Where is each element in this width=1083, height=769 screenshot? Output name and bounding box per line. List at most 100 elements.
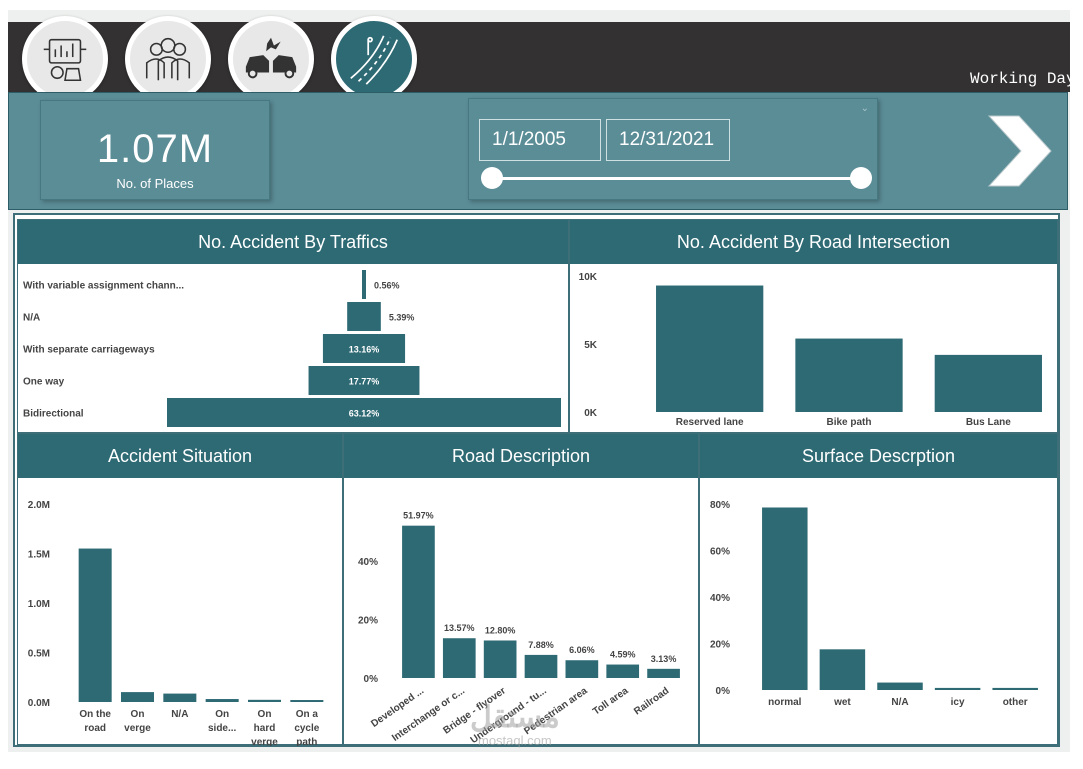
kpi-card-places: 1.07M No. of Places xyxy=(40,100,270,200)
funnel-bar xyxy=(167,398,561,427)
funnel-bar xyxy=(308,366,420,395)
bar xyxy=(483,640,517,678)
traffics-funnel-chart: With variable assignment chann... 0.56% N/… xyxy=(23,270,561,427)
y-tick-label: 60% xyxy=(710,547,730,558)
data-label: 63.12% xyxy=(349,409,380,419)
x-tick-label: Bus Lane xyxy=(966,417,1011,428)
category-label: N/A xyxy=(23,313,40,324)
date-slider-end-handle[interactable] xyxy=(850,167,872,189)
y-tick-label: 0.5M xyxy=(28,649,50,660)
panel-accident-situation: Accident Situation 2.0M 1.5M 1.0M 0.5M 0.0M O… xyxy=(17,433,343,746)
date-slider-start-handle[interactable] xyxy=(481,167,503,189)
chevron-down-icon[interactable]: ⌄ xyxy=(860,103,869,114)
y-tick-label: 20% xyxy=(710,640,730,651)
y-tick-label: 80% xyxy=(710,500,730,511)
y-tick-label: 10K xyxy=(579,272,598,283)
bar xyxy=(78,548,112,702)
funnel-bar xyxy=(362,270,366,299)
bar xyxy=(934,687,981,690)
bar xyxy=(762,507,808,690)
category-label: Bidirectional xyxy=(23,409,84,420)
data-label: 0.56% xyxy=(374,281,400,291)
bar xyxy=(819,649,866,690)
working-day-label: Working Day xyxy=(970,70,1076,88)
panel-road-description: Road Description 40% 20% 0% 51.97% Developed… xyxy=(343,433,699,746)
bar xyxy=(795,338,903,412)
surface-description-bar-chart: 80% 60% 40% 20% 0% normal wet N/A icy other xyxy=(710,500,1038,708)
category-label: With separate carriageways xyxy=(23,345,155,356)
data-label: 4.59% xyxy=(610,650,636,660)
category-label: With variable assignment chann... xyxy=(23,281,184,292)
bar xyxy=(442,638,476,678)
start-date-input[interactable]: 1/1/2005 xyxy=(479,119,601,161)
category-label: One way xyxy=(23,377,65,388)
charts-area: No. Accident By Traffics With variable a… xyxy=(13,213,1060,747)
panel-accident-by-road-intersection: No. Accident By Road Intersection 10K 5K 0… xyxy=(569,219,1058,433)
y-tick-label: 2.0M xyxy=(28,500,50,511)
y-tick-label: 0% xyxy=(364,674,379,685)
x-tick-label: N/A xyxy=(891,697,908,708)
x-tick-label: other xyxy=(1003,697,1028,708)
y-tick-label: 0K xyxy=(584,408,598,419)
chart-title: No. Accident By Traffics xyxy=(18,220,568,264)
x-tick-label: N/A xyxy=(171,709,188,720)
y-tick-label: 1.0M xyxy=(28,599,50,610)
bar xyxy=(290,700,324,702)
y-tick-label: 40% xyxy=(710,593,730,604)
data-label: 6.06% xyxy=(569,645,595,655)
bar xyxy=(402,525,435,678)
x-tick-label: On the road xyxy=(79,709,111,734)
next-page-arrow-icon[interactable] xyxy=(985,112,1055,190)
date-range-slicer: ⌄ 1/1/2005 12/31/2021 xyxy=(468,98,878,200)
road-intersection-bar-chart: 10K 5K 0K Reserved lane Bike path Bus Lane xyxy=(579,272,1042,428)
chart-title: No. Accident By Road Intersection xyxy=(570,220,1057,264)
dashboard-panel-icon[interactable] xyxy=(22,16,108,102)
x-tick-label: On a cycle path xyxy=(294,709,319,746)
bar xyxy=(656,285,764,412)
x-tick-label: icy xyxy=(951,697,965,708)
bar xyxy=(606,664,640,678)
bar xyxy=(647,668,680,678)
x-tick-label: normal xyxy=(768,697,802,708)
y-tick-label: 20% xyxy=(358,615,378,626)
x-tick-label: Railroad xyxy=(632,685,671,717)
y-tick-label: 5K xyxy=(584,340,598,351)
bar xyxy=(565,660,599,678)
people-group-icon[interactable] xyxy=(125,16,211,102)
end-date-input[interactable]: 12/31/2021 xyxy=(606,119,730,161)
bar xyxy=(992,687,1038,690)
panel-accident-by-traffics: No. Accident By Traffics With variable a… xyxy=(17,219,569,433)
bar xyxy=(205,699,239,702)
x-tick-label: wet xyxy=(833,697,851,708)
data-label: 51.97% xyxy=(403,511,434,521)
bar xyxy=(247,699,282,702)
x-tick-label: Toll area xyxy=(591,685,631,717)
y-tick-label: 1.5M xyxy=(28,550,50,561)
road-description-bar-chart: 40%20%0%51.97%Developed ...13.57%Interch… xyxy=(358,511,680,746)
bar xyxy=(934,354,1042,412)
funnel-bar xyxy=(347,302,381,331)
x-tick-label: On verge xyxy=(124,709,151,734)
bar xyxy=(120,692,155,702)
x-tick-label: On side... xyxy=(208,709,237,734)
watermark-url: mostaql.com xyxy=(478,733,552,748)
x-tick-label: Reserved lane xyxy=(676,417,744,428)
x-tick-label: Interchange or c... xyxy=(390,685,467,744)
data-label: 3.13% xyxy=(651,654,677,664)
date-slider-track[interactable] xyxy=(491,177,861,180)
y-tick-label: 0% xyxy=(716,686,731,697)
panel-surface-description: Surface Descrption 80% 60% 40% 20% 0% normal w… xyxy=(699,433,1058,745)
watermark: مستقل xyxy=(470,701,560,734)
chart-title: Accident Situation xyxy=(18,434,342,478)
funnel-bar xyxy=(322,334,406,363)
bar xyxy=(163,693,197,702)
data-label: 13.16% xyxy=(349,345,380,355)
car-crash-icon[interactable] xyxy=(228,16,314,102)
bar xyxy=(877,682,923,690)
data-label: 7.88% xyxy=(528,640,554,650)
kpi-label: No. of Places xyxy=(116,176,194,191)
kpi-value: 1.07M xyxy=(96,127,214,171)
road-icon[interactable] xyxy=(331,16,417,102)
accident-situation-bar-chart: 2.0M 1.5M 1.0M 0.5M 0.0M On the road On verge N/A… xyxy=(28,500,324,746)
data-label: 12.80% xyxy=(485,625,516,635)
